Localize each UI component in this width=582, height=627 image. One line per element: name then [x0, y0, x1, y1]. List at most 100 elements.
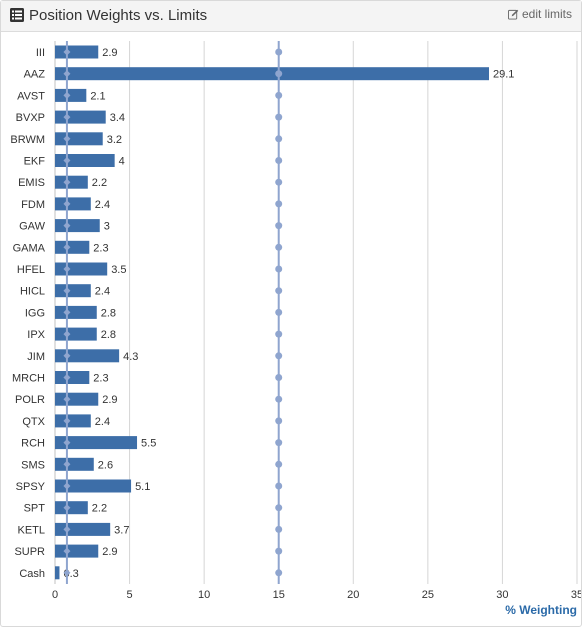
bar	[55, 457, 94, 471]
list-icon	[10, 8, 24, 22]
pencil-square-icon	[507, 9, 519, 20]
x-tick-label: 5	[127, 589, 133, 601]
category-label: III	[36, 47, 45, 59]
value-label: 2.6	[98, 459, 113, 471]
limit-marker	[275, 287, 283, 295]
x-tick-label: 30	[496, 589, 508, 601]
limit-marker	[275, 352, 283, 360]
category-label: Cash	[19, 568, 45, 580]
category-label: QTX	[22, 416, 45, 428]
value-label: 2.4	[95, 199, 110, 211]
limit-marker	[63, 417, 71, 425]
value-label: 3.2	[107, 134, 122, 146]
value-label: 2.9	[102, 47, 117, 59]
category-label: AVST	[17, 90, 45, 102]
category-label: BRWM	[10, 134, 45, 146]
category-label: IGG	[25, 307, 45, 319]
limit-marker	[275, 330, 283, 338]
category-label: SPT	[24, 503, 46, 515]
limit-marker	[63, 352, 71, 360]
limit-marker	[63, 243, 71, 251]
bar	[55, 132, 103, 146]
limit-marker	[63, 287, 71, 295]
x-tick-label: 0	[52, 589, 58, 601]
category-label: RCH	[21, 438, 45, 450]
limit-marker	[275, 395, 283, 403]
bar	[55, 88, 87, 102]
limit-marker	[63, 222, 71, 230]
bar	[55, 45, 99, 59]
limit-marker	[63, 157, 71, 164]
bar	[55, 240, 90, 254]
value-label: 2.8	[101, 329, 116, 341]
limit-marker	[63, 482, 71, 490]
value-label: 5.1	[135, 481, 150, 493]
bar	[55, 522, 111, 536]
bar	[55, 566, 60, 580]
limit-marker	[275, 157, 283, 164]
bar	[55, 67, 490, 81]
limit-marker	[275, 460, 283, 468]
panel-header: Position Weights vs. Limits edit limits	[1, 1, 581, 32]
bar	[55, 305, 97, 319]
category-label: HFEL	[17, 264, 45, 276]
x-tick-label: 10	[198, 589, 210, 601]
value-label: 5.5	[141, 438, 156, 450]
limit-marker	[275, 308, 283, 316]
value-label: 2.1	[90, 90, 105, 102]
edit-limits-link[interactable]: edit limits	[507, 7, 572, 21]
category-label: IPX	[27, 329, 45, 341]
x-axis-title: % Weighting	[505, 603, 577, 617]
value-label: 2.2	[92, 177, 107, 189]
limit-marker	[275, 417, 283, 425]
limit-marker	[63, 308, 71, 316]
limit-marker	[275, 70, 283, 78]
value-label: 2.8	[101, 307, 116, 319]
bar	[55, 479, 132, 493]
limit-marker	[63, 525, 71, 533]
limit-marker	[275, 439, 283, 447]
bar	[55, 544, 99, 558]
bar	[55, 197, 91, 211]
limit-marker	[63, 48, 71, 56]
category-label: BVXP	[16, 112, 45, 124]
category-label: SUPR	[14, 546, 45, 558]
limit-marker	[275, 135, 283, 143]
category-label: KETL	[17, 524, 45, 536]
limit-marker	[63, 504, 71, 512]
x-tick-label: 15	[273, 589, 285, 601]
category-label: JIM	[27, 351, 45, 363]
limit-marker	[63, 374, 71, 381]
limit-marker	[63, 178, 71, 186]
category-label: GAW	[19, 221, 45, 233]
bar	[55, 436, 138, 450]
bar	[55, 175, 88, 189]
category-label: SPSY	[16, 481, 46, 493]
x-tick-label: 35	[571, 589, 581, 601]
limit-marker	[63, 265, 71, 273]
bar	[55, 392, 99, 406]
bar	[55, 327, 97, 341]
limit-marker	[63, 200, 71, 208]
value-label: 2.4	[95, 416, 110, 428]
category-label: EKF	[24, 156, 46, 168]
category-label: HICL	[20, 286, 45, 298]
value-label: 2.2	[92, 503, 107, 515]
category-label: MRCH	[12, 373, 45, 385]
category-label: EMIS	[18, 177, 45, 189]
limit-marker	[275, 243, 283, 251]
category-label: POLR	[15, 394, 45, 406]
limit-marker	[275, 504, 283, 512]
bar	[55, 110, 106, 124]
limit-marker	[275, 482, 283, 490]
panel-title: Position Weights vs. Limits	[29, 7, 208, 24]
value-label: 4	[119, 156, 125, 168]
limit-marker	[275, 200, 283, 208]
category-label: SMS	[21, 459, 45, 471]
bar	[55, 154, 115, 167]
limit-marker	[275, 91, 283, 99]
value-label: 29.1	[493, 69, 514, 81]
bar-chart: III 2.9 AAZ 29.1 AVST 2.1 BVXP 3.4 BRWM 3.2 EKF 4 EM…	[10, 41, 581, 617]
value-label: 3.4	[110, 112, 125, 124]
